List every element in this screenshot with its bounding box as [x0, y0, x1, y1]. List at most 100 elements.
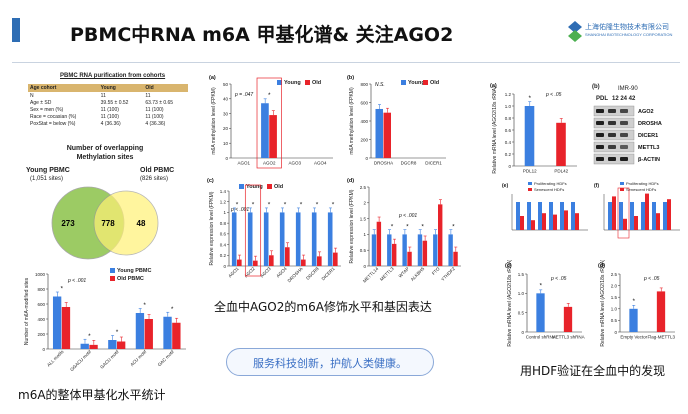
bar	[392, 243, 397, 266]
table-cell: Sex = men (%)	[30, 106, 64, 113]
x-tick-label: DROSHA	[287, 266, 304, 283]
significance-marker: *	[632, 298, 635, 305]
x-tick-label: GACU motif	[99, 349, 120, 370]
bar	[144, 319, 153, 349]
y-tick-label: 0.6	[220, 232, 227, 237]
bar	[652, 202, 656, 230]
venn-left-only: 273	[61, 219, 75, 228]
x-tick-label: PDL12	[523, 169, 537, 174]
western-pdl-label: PDL	[596, 96, 608, 102]
blot-band-label: AGO2	[638, 109, 654, 115]
blot-band	[596, 145, 604, 149]
y-tick-label: 0.8	[505, 116, 512, 121]
legend-label: Young PBMC	[117, 268, 151, 274]
bar	[516, 202, 520, 230]
venn-left-total: (1,051 sites)	[30, 176, 64, 182]
legend-label: Old	[430, 80, 439, 86]
bar	[553, 214, 557, 230]
bar	[247, 212, 253, 266]
y-tick-label: 400	[360, 119, 368, 124]
bar	[311, 212, 317, 266]
p-value-annotation: p < .001	[67, 278, 86, 284]
table-cell: PoxStat = below (%)	[30, 120, 76, 127]
bar	[575, 213, 579, 230]
legend-label: Young	[246, 184, 263, 190]
table-cell: 11 (100)	[145, 106, 164, 113]
y-tick-label: 0	[225, 156, 228, 161]
y-tick-label: 0	[365, 156, 368, 161]
panel-label: (e)	[502, 183, 508, 189]
y-tick-label: 0.2	[220, 253, 227, 258]
blot-band-label: DICER1	[638, 133, 658, 139]
x-tick-label: ACU motif	[129, 349, 148, 368]
chart-hdf-c: 0 0.5 1.0 1.5 Relative mRNA level (AGO2/18s …	[505, 260, 585, 347]
y-tick-label: 2	[363, 201, 366, 206]
bar	[630, 202, 634, 230]
significance-marker: *	[391, 223, 394, 230]
y-axis-label: m6A methylation level (FPKM)	[211, 87, 217, 155]
panel-label: (d)	[598, 263, 605, 269]
bar	[641, 202, 645, 230]
panel-label: (c)	[207, 178, 214, 184]
legend-swatch	[528, 182, 532, 185]
legend-label: Senescent HDFs	[626, 187, 656, 192]
x-tick-label: WTAP	[398, 266, 410, 278]
table-row: Sex = men (%) 11 (100) 11 (100)	[28, 106, 188, 113]
bar	[453, 251, 458, 266]
bar	[333, 252, 338, 266]
bar	[549, 202, 553, 230]
bar	[117, 341, 126, 349]
table-cell: 11 (100)	[145, 113, 164, 120]
y-tick-label: 1	[223, 210, 226, 215]
bar	[269, 115, 277, 158]
bar	[656, 213, 660, 230]
legend-swatch	[528, 188, 532, 191]
bar	[163, 316, 172, 349]
bar	[564, 210, 568, 230]
bar	[667, 199, 671, 230]
bar	[237, 259, 242, 266]
p-value-annotation: p < .001	[230, 207, 249, 213]
x-tick-label: DGCR8	[305, 266, 320, 281]
blot-band	[620, 121, 628, 125]
blot-band	[596, 157, 604, 161]
y-tick-label: 600	[360, 100, 368, 105]
y-tick-label: 0	[614, 330, 617, 335]
western-blot-image: AGO2 DROSHA DICER1 METTL3 β-ACTIN	[593, 105, 662, 165]
bar	[524, 106, 535, 166]
motif-bar-chart: 0 200 400 600 800 1000 Number of m6A-modified …	[24, 268, 186, 372]
y-tick-label: 2.5	[360, 185, 367, 190]
significance-marker: *	[252, 201, 255, 208]
bar	[231, 212, 237, 266]
bar	[61, 307, 71, 349]
blot-band	[608, 133, 616, 137]
bar	[422, 240, 428, 266]
bar	[301, 259, 306, 266]
x-tick-label: METTL3	[379, 266, 395, 282]
significance-marker: *	[539, 282, 542, 289]
venn-title-1: Number of overlapping	[66, 145, 144, 152]
service-slogan-box: 服务科技创新，护航人类健康。	[226, 348, 434, 376]
chart-hdf-d: 0 0.5 1.0 1.5 2.0 2.5 Relative mRNA level (AGO…	[598, 260, 675, 347]
title-accent-bar	[12, 18, 20, 42]
legend-swatch	[620, 188, 624, 191]
blot-band-label: DROSHA	[638, 121, 662, 127]
slide-header: PBMC中RNA m6A 甲基化谱& 关注AGO2 上海佑隆生物技术有限公司 S…	[0, 0, 688, 62]
bar	[402, 234, 407, 266]
x-tick-label: DICER1	[425, 161, 442, 166]
y-tick-label: 1.0	[505, 104, 512, 109]
blot-band	[620, 133, 628, 137]
significance-marker: *	[143, 302, 146, 309]
y-tick-label: 400	[37, 317, 45, 322]
x-tick-label: Flag-METTL3	[647, 335, 675, 340]
cohort-table: Age cohort Young Old N 11 11 Age ± SD 39.55…	[28, 84, 188, 127]
y-tick-label: 1.0	[611, 307, 618, 312]
table-cell: 4 (36.36)	[145, 120, 166, 127]
x-tick-label: METTL3 shRNA	[552, 335, 585, 340]
x-tick-label: YTHDF2	[440, 266, 456, 282]
y-tick-label: 1.5	[518, 272, 525, 277]
significance-marker: *	[421, 223, 424, 230]
blot-band	[620, 157, 628, 161]
y-axis-label: Relative expression level (FPKM)	[209, 191, 215, 265]
chart-d-expression: 0 0.5 1 1.5 2 2.5 Relative expression level (F…	[347, 178, 461, 284]
